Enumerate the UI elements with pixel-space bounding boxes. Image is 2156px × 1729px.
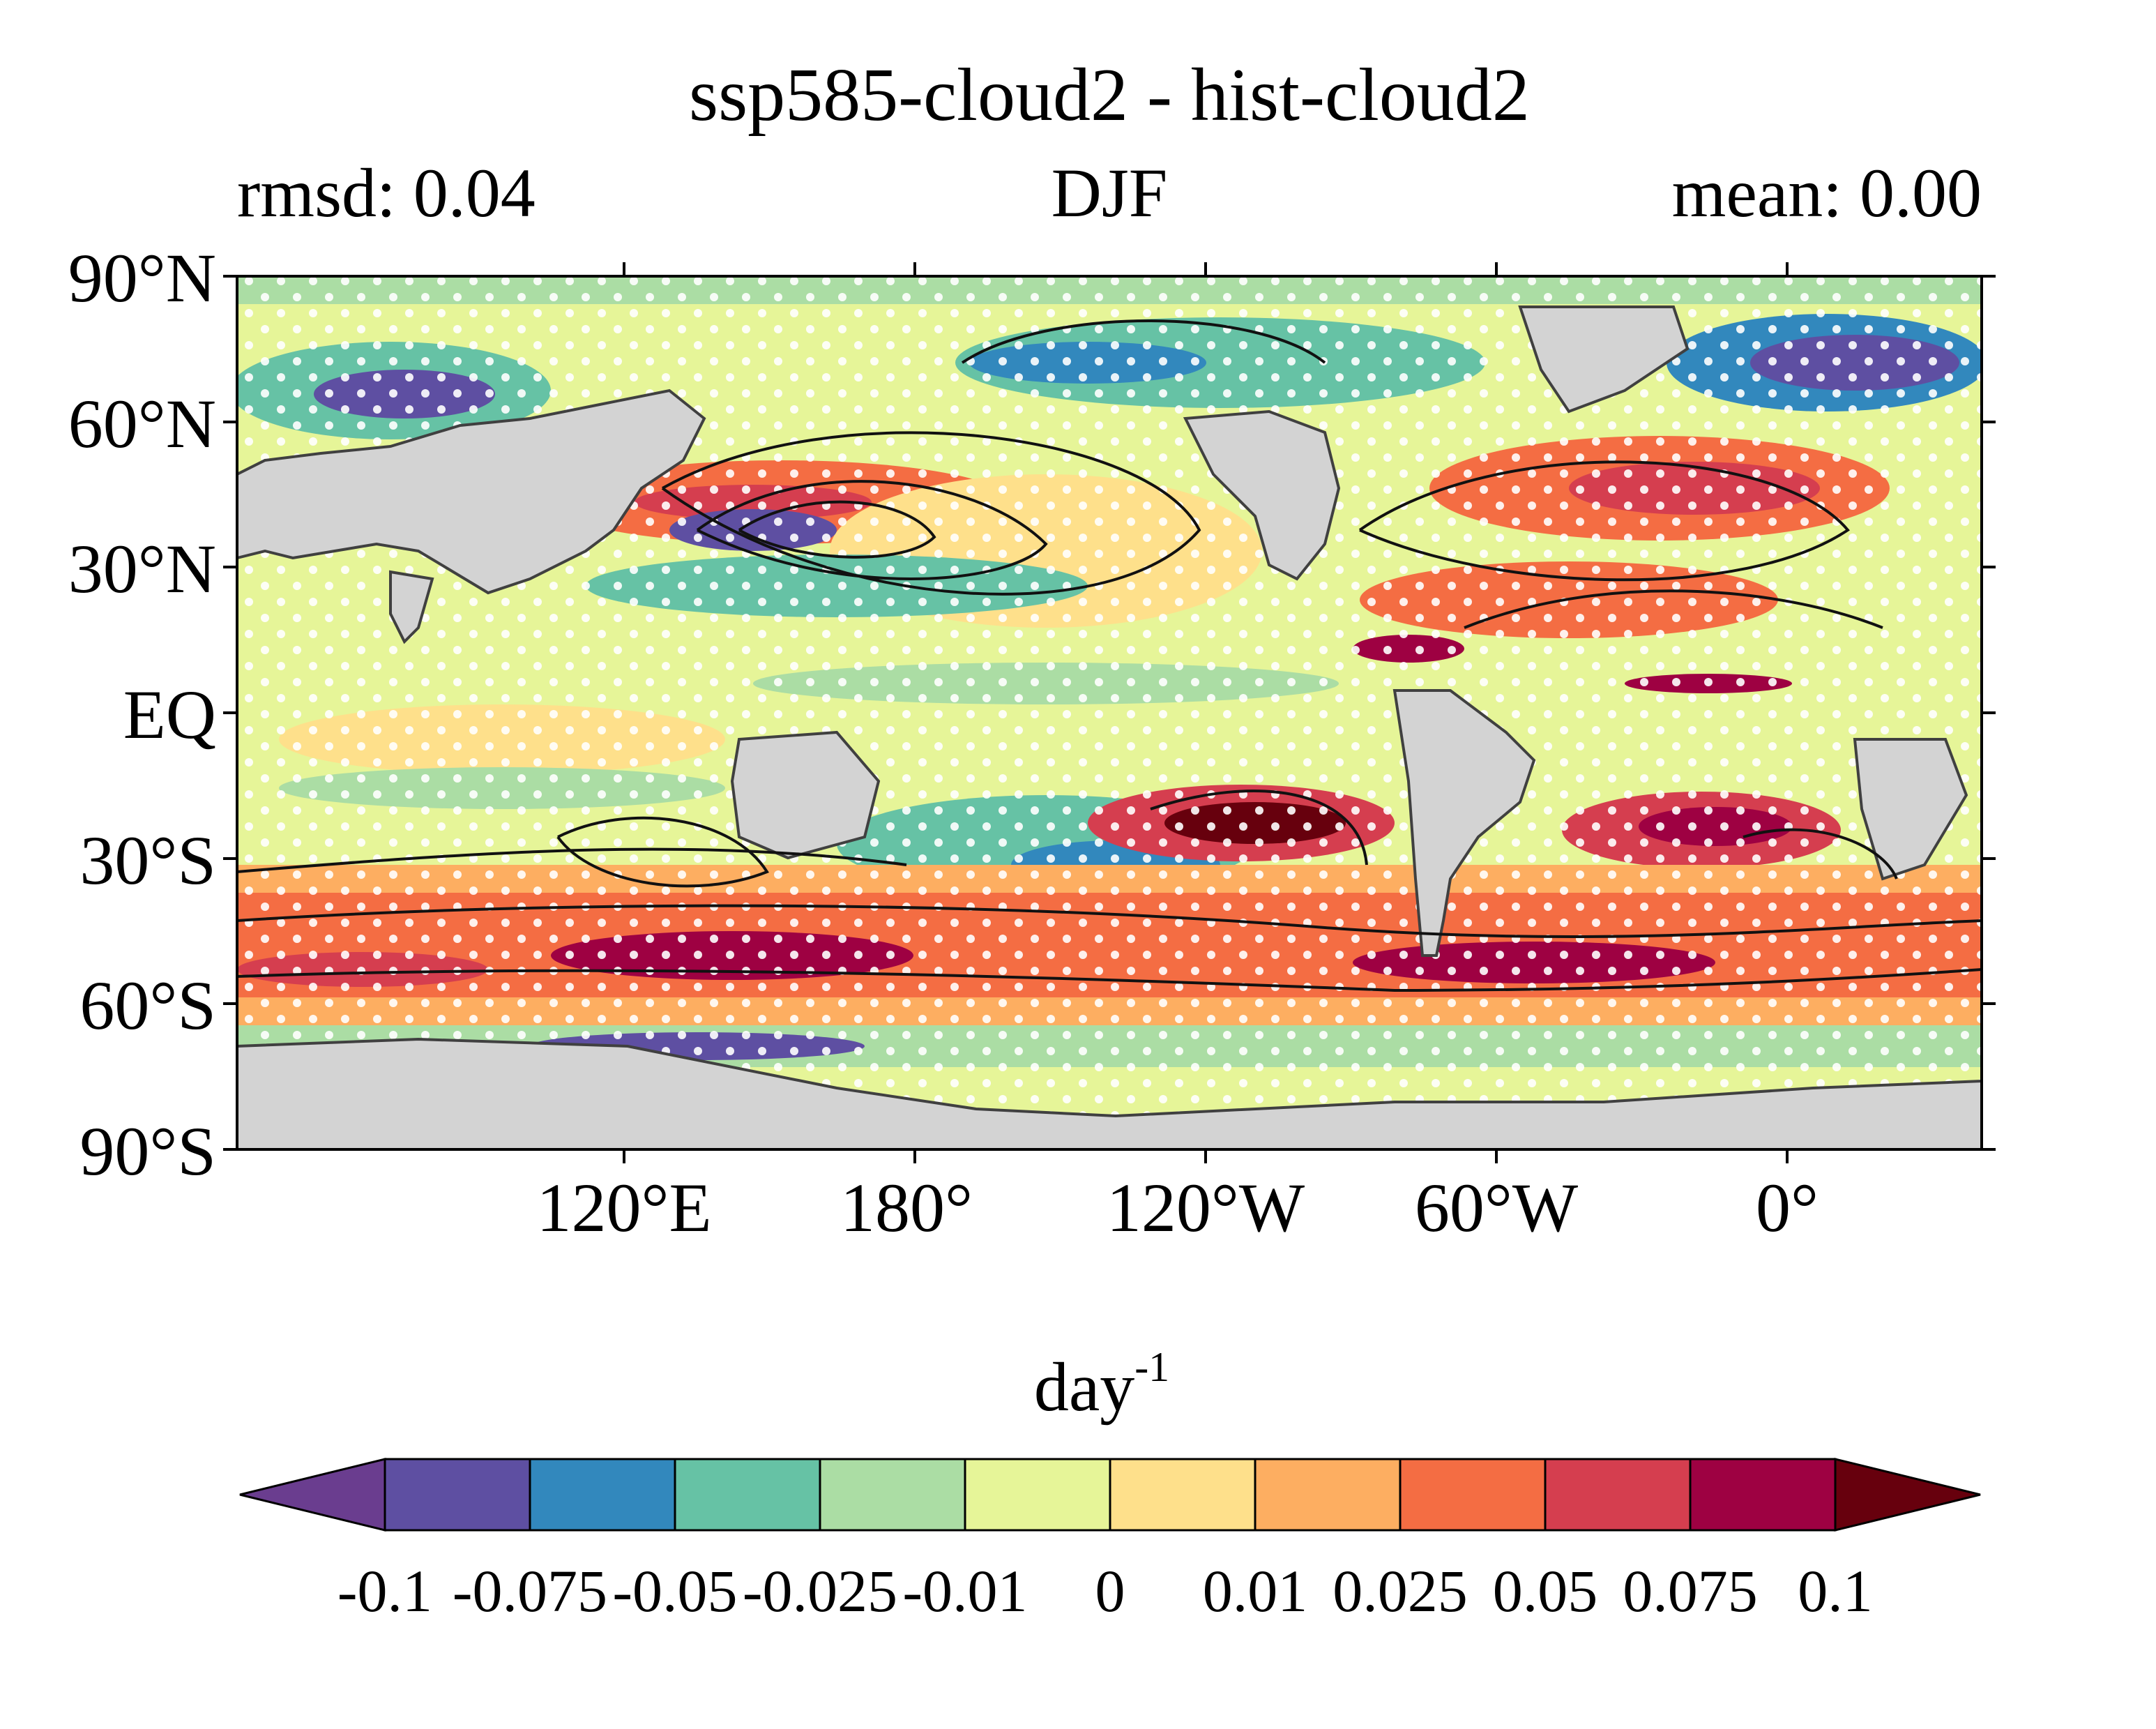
contour-australia-1 [556, 816, 769, 888]
land-australia [730, 730, 881, 860]
colorbar-tick-label: 0.05 [1493, 1557, 1598, 1624]
x-tick-label: 120°W [1107, 1169, 1305, 1246]
contour-south-atlantic-1 [1743, 828, 1898, 879]
contour-south-pacific-1 [1150, 790, 1368, 866]
colorbar-tick-label: 0.075 [1623, 1557, 1758, 1624]
colorbar-tick-label: 0.1 [1798, 1557, 1873, 1624]
colorbar-tick-label: 0 [1095, 1557, 1125, 1624]
colorbar-tick-label: -0.05 [612, 1557, 737, 1624]
colorbar-under-triangle [239, 1458, 386, 1532]
colorbar-tick-label: -0.01 [902, 1557, 1027, 1624]
colorbar-bin [529, 1458, 676, 1532]
season-label: DJF [1052, 154, 1168, 232]
contour-southern-1 [237, 904, 1982, 938]
y-tick-label: 60°S [79, 967, 216, 1044]
land-greenland [1518, 305, 1690, 414]
contour-arctic-1 [961, 319, 1326, 364]
y-tick-labels: 90°N 60°N 30°N EQ 30°S 60°S 90°S [68, 239, 216, 1190]
land-antarctica [237, 1037, 1982, 1149]
colorbar-bin [1254, 1458, 1402, 1532]
colorbar-unit: day-1 [1034, 1344, 1169, 1426]
x-tick-label: 60°W [1415, 1169, 1579, 1246]
colorbar-tick-label: 0.01 [1203, 1557, 1308, 1624]
colorbar-bin [1399, 1458, 1547, 1532]
contour-north-pacific-2 [738, 500, 936, 559]
colorbar-bin [674, 1458, 821, 1532]
contour-north-pacific-1 [696, 480, 1048, 580]
colorbar [239, 1458, 1981, 1532]
mean-label: mean: 0.00 [1672, 154, 1982, 232]
land-asia [237, 388, 706, 595]
y-tick-label: 30°N [68, 530, 216, 607]
x-tick-labels: 120°E 180° 120°W 60°W 0° [536, 1169, 1819, 1246]
chart-title: ssp585-cloud2 - hist-cloud2 [689, 54, 1530, 137]
land-india [389, 570, 434, 644]
colorbar-bin [1109, 1458, 1257, 1532]
contour-north-atlantic-1 [1358, 460, 1850, 582]
contour-north-pacific-outer [661, 431, 1201, 596]
colorbar-bin [964, 1458, 1111, 1532]
y-tick-label: 90°N [68, 239, 216, 317]
colorbar-labels: -0.1 -0.075 -0.05 -0.025 -0.01 0 0.01 0.025 0.05… [337, 1557, 1873, 1624]
contour-southern-3 [237, 847, 907, 873]
colorbar-bin [1689, 1458, 1837, 1532]
colorbar-tick-label: -0.1 [337, 1557, 432, 1624]
y-ticks [223, 275, 1996, 1151]
contour-southern-2 [237, 968, 1982, 992]
y-tick-label: EQ [123, 676, 216, 753]
land-south-america [1392, 689, 1536, 957]
map-field [237, 276, 1982, 1149]
x-tick-label: 180° [840, 1169, 973, 1246]
x-tick-label: 120°E [536, 1169, 711, 1246]
significance-stippling [237, 276, 1982, 1149]
y-tick-label: 90°S [79, 1112, 216, 1190]
contour-lines [237, 319, 1982, 992]
colorbar-bin [819, 1458, 966, 1532]
colorbar-bin [384, 1458, 531, 1532]
colorbar-over-triangle [1834, 1458, 1981, 1532]
colorbar-tick-label: 0.025 [1333, 1557, 1468, 1624]
x-ticks [623, 262, 1789, 1163]
contour-north-atlantic-2 [1464, 589, 1883, 629]
colorbar-unit-exponent: -1 [1134, 1344, 1169, 1390]
colorbar-tick-label: -0.025 [743, 1557, 897, 1624]
y-tick-label: 60°N [68, 385, 216, 462]
colorbar-tick-label: -0.075 [453, 1557, 607, 1624]
colorbar-bin [1544, 1458, 1692, 1532]
land-north-america [1183, 409, 1341, 581]
colorbar-unit-base: day [1034, 1348, 1134, 1426]
y-tick-label: 30°S [79, 822, 216, 899]
land-africa [1853, 738, 1968, 881]
x-tick-label: 0° [1756, 1169, 1819, 1246]
rmsd-label: rmsd: 0.04 [237, 154, 536, 232]
land-mask [237, 305, 1982, 1149]
